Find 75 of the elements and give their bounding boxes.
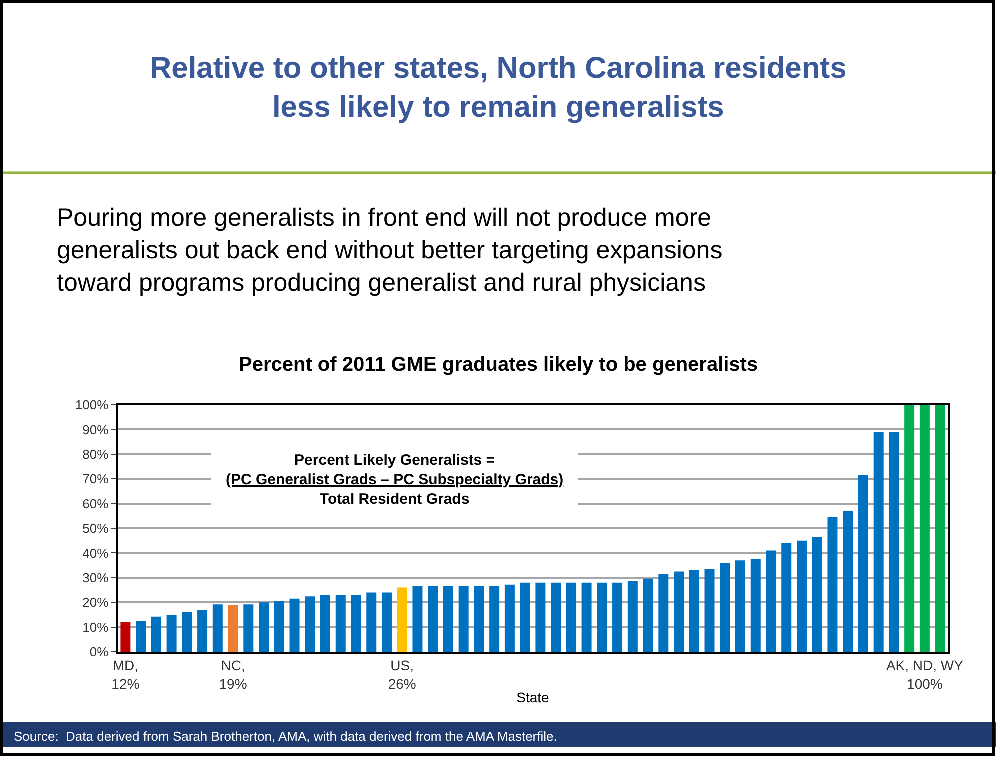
chart-subtitle: Pouring more generalists in front end will not produce more generalists out back end without better targeting expansions toward programs producing generalist and rural physicians [57, 204, 723, 297]
bar [474, 586, 484, 652]
bar [920, 405, 930, 652]
x-tick-label: MD, 12% [112, 658, 140, 692]
bar [259, 602, 270, 652]
x-tick-label: AK, ND, WY 100% [886, 658, 964, 692]
y-tick-label: 70% [82, 472, 110, 487]
y-tick-label: 30% [82, 570, 110, 586]
bar [597, 582, 608, 652]
bar [305, 596, 316, 652]
bar [228, 605, 238, 652]
bar [858, 475, 868, 652]
bar [182, 612, 192, 652]
bar [658, 574, 669, 652]
bar [428, 586, 438, 652]
bar [504, 584, 515, 652]
bar [628, 581, 638, 652]
bar [397, 588, 408, 652]
y-tick-label: 0% [90, 644, 110, 660]
bar [566, 582, 576, 652]
y-tick-label: 60% [82, 496, 110, 512]
bar [336, 595, 346, 652]
bar [674, 572, 684, 652]
bar [766, 550, 776, 652]
bar [136, 621, 146, 652]
bar [151, 616, 162, 652]
bar [212, 604, 223, 652]
bar [612, 582, 623, 652]
bar [796, 540, 807, 652]
x-axis-title: State [516, 690, 550, 706]
bar [490, 586, 500, 652]
bar [782, 543, 792, 652]
bar [736, 560, 746, 652]
bar [290, 598, 300, 652]
bar [551, 582, 562, 652]
bar [198, 610, 208, 652]
bar [889, 432, 900, 652]
y-tick-label: 100% [75, 398, 110, 413]
y-tick-label: 20% [82, 595, 110, 610]
bar [874, 432, 884, 652]
bar [643, 578, 654, 652]
chart-title: Relative to other states, North Carolina residents less likely to remain generalists [150, 52, 847, 124]
bar [582, 582, 592, 652]
bar [443, 586, 454, 652]
bar [720, 563, 730, 652]
y-tick-label: 80% [82, 446, 110, 462]
bar [812, 537, 822, 652]
bar [904, 405, 915, 652]
bar [382, 592, 392, 652]
bar [366, 592, 377, 652]
bar [843, 511, 854, 652]
bar [274, 601, 284, 652]
bar [244, 604, 254, 652]
bar [320, 595, 330, 652]
bar [689, 570, 700, 652]
y-tick-label: 40% [82, 546, 110, 561]
bar [412, 586, 423, 652]
bar [750, 559, 761, 652]
annotation: Percent Likely Generalists = (PC Generalist Grads – PC Subspecialty Grads) Total Resident Grads [226, 452, 564, 508]
bar [120, 622, 131, 652]
x-tick-label: NC, 19% [219, 658, 248, 692]
text: Percent of 2011 GME graduates likely to be generalists [239, 354, 758, 376]
y-tick-label: 50% [82, 521, 110, 536]
source-note: Source: Data derived from Sarah Brotherton, AMA, with data derived from the AMA Masterfile. [14, 729, 558, 744]
y-tick-label: 10% [82, 620, 110, 635]
bar [458, 586, 469, 652]
bar [166, 614, 177, 652]
x-tick-label: US, 26% [388, 658, 416, 692]
bar [520, 582, 530, 652]
bar [351, 595, 362, 652]
y-tick-label: 90% [82, 422, 110, 438]
bar [935, 405, 946, 652]
bar [828, 517, 838, 652]
bar [536, 582, 546, 652]
bar [704, 569, 715, 652]
